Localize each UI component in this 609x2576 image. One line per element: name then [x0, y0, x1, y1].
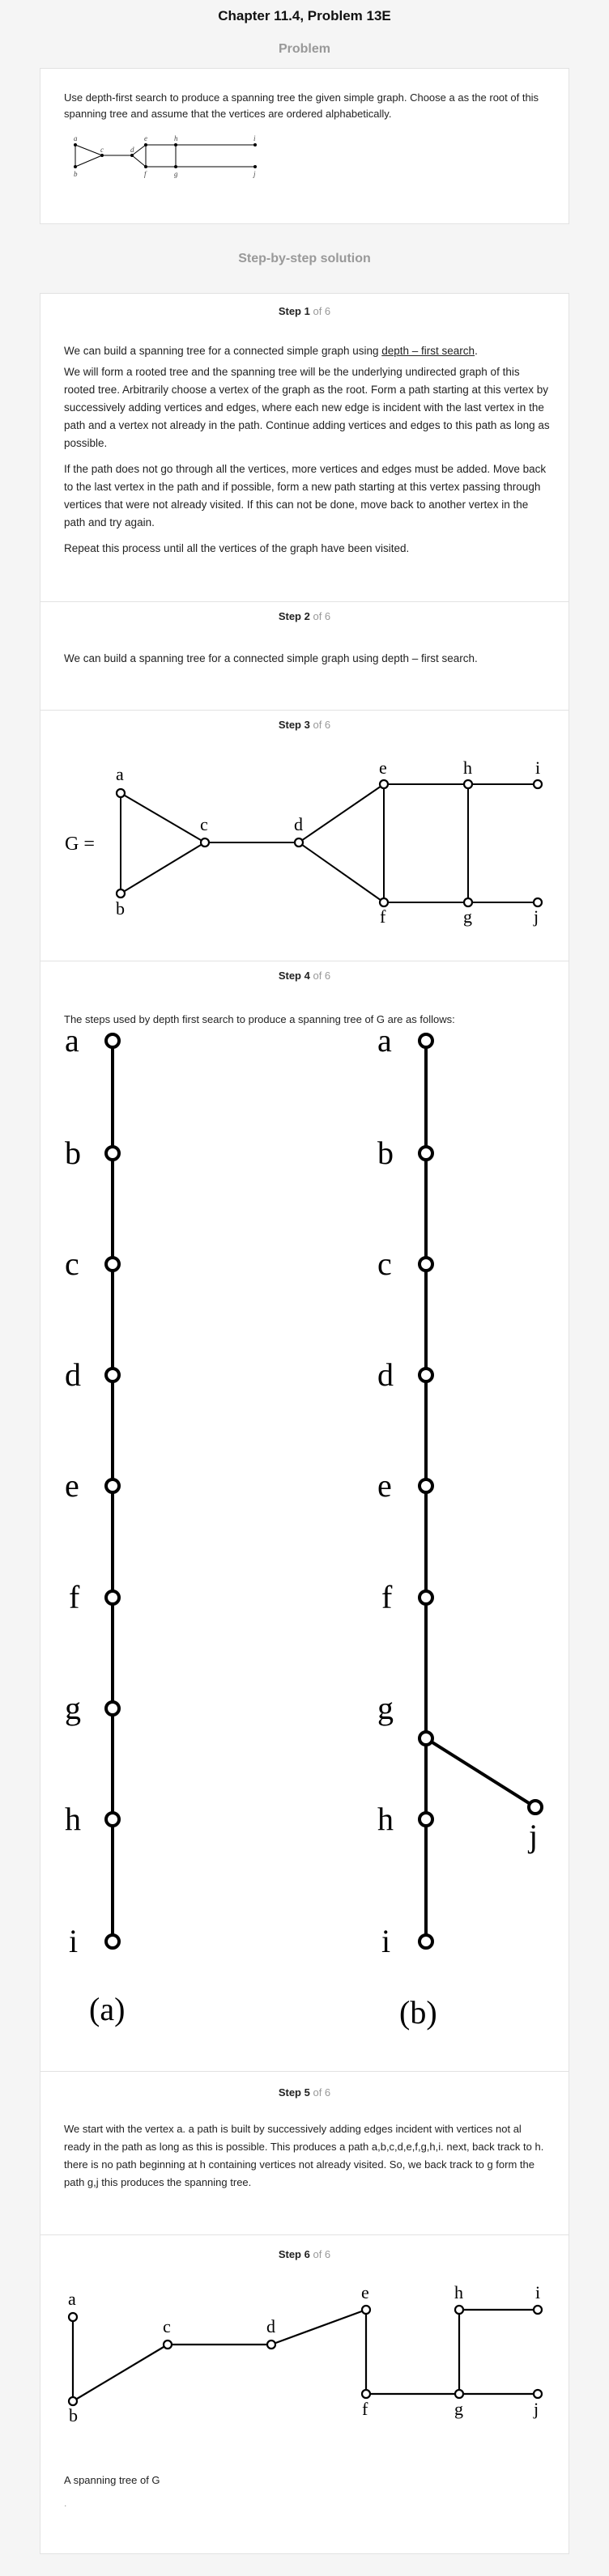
- vertex-label-h: h: [174, 134, 178, 142]
- step-1-paragraph-3: If the path does not go through all the …: [64, 463, 547, 528]
- caption-b: (b): [399, 1994, 437, 2031]
- trailing-period: .: [64, 2497, 67, 2509]
- step-6-card: Step 6 of 6 a b c d e f g h i j A spanni…: [40, 2235, 569, 2554]
- tree-b-label-e: e: [377, 1467, 392, 1504]
- vertex-label-e: e: [144, 134, 147, 142]
- tree-label-f: f: [362, 2399, 368, 2419]
- vertex-label-a: a: [74, 134, 78, 142]
- problem-section-title: Problem: [278, 42, 330, 56]
- tree-label-a: a: [68, 2289, 76, 2309]
- vertex-label-g: g: [174, 170, 178, 178]
- step-6-heading: Step 6 of 6: [278, 2248, 331, 2260]
- tree-a-label-i: i: [69, 1923, 78, 1959]
- tree-b-label-c: c: [377, 1246, 392, 1282]
- depth-first-search-link[interactable]: depth – first search: [381, 345, 475, 357]
- tree-b-label-f: f: [381, 1579, 393, 1615]
- tree-a-label-c: c: [65, 1246, 79, 1282]
- g-label-a: a: [116, 764, 124, 784]
- step-4-heading: Step 4 of 6: [278, 970, 331, 982]
- tree-a-label-b: b: [65, 1135, 81, 1171]
- tree-b-label-g: g: [377, 1690, 394, 1726]
- tree-a-label-h: h: [65, 1801, 81, 1837]
- problem-text: Use depth-first search to produce a span…: [64, 91, 539, 120]
- step-1-card: Step 1 of 6 We can build a spanning tree…: [40, 293, 569, 602]
- g-label-h: h: [463, 758, 472, 778]
- tree-b-label-j: j: [527, 1818, 538, 1854]
- tree-label-g: g: [454, 2399, 463, 2419]
- tree-b-label-i: i: [381, 1923, 390, 1959]
- step-1-paragraph-1: We can build a spanning tree for a conne…: [64, 345, 478, 357]
- step-3-card: Step 3 of 6 G = a b c d e f g h i j: [40, 711, 569, 961]
- tree-a-label-d: d: [65, 1356, 81, 1393]
- tree-label-h: h: [454, 2282, 463, 2302]
- tree-label-i: i: [535, 2282, 540, 2302]
- vertex-label-i: i: [253, 134, 256, 142]
- vertex-label-c: c: [100, 146, 104, 154]
- caption-a: (a): [89, 1991, 125, 2027]
- g-label-c: c: [200, 814, 208, 834]
- tree-label-d: d: [266, 2316, 275, 2336]
- tree-label-b: b: [69, 2405, 78, 2425]
- graph-name: G =: [65, 834, 95, 855]
- tree-b-label-a: a: [377, 1022, 392, 1059]
- step-4-card: Step 4 of 6 The steps used by depth firs…: [40, 961, 569, 2072]
- step-3-heading: Step 3 of 6: [278, 719, 331, 731]
- g-label-d: d: [294, 814, 303, 834]
- g-label-f: f: [380, 906, 386, 927]
- step-5-heading: Step 5 of 6: [278, 2086, 331, 2099]
- tree-label-j: j: [533, 2399, 539, 2419]
- spanning-tree-figure: a b c d e f g h i j: [67, 2282, 543, 2425]
- vertex-label-j: j: [253, 170, 256, 178]
- page-title: Chapter 11.4, Problem 13E: [218, 8, 391, 23]
- g-label-b: b: [116, 898, 125, 919]
- g-label-i: i: [535, 758, 540, 778]
- g-label-j: j: [533, 906, 539, 927]
- step-5-card: Step 5 of 6 We start with the vertex a. …: [40, 2072, 569, 2235]
- step-1-paragraph-4: Repeat this process until all the vertic…: [64, 542, 410, 554]
- tree-b-label-b: b: [377, 1135, 394, 1171]
- step-5-text: We start with the vertex a. a path is bu…: [64, 2123, 544, 2188]
- step-1-heading: Step 1 of 6: [278, 305, 331, 317]
- problem-graph: a b c d e f g h i j: [74, 134, 257, 178]
- dfs-steps-figure: a b c d e f g h i a b c d e f g h i j (a…: [65, 1022, 543, 2031]
- tree-label-e: e: [361, 2282, 369, 2302]
- vertex-label-b: b: [74, 170, 78, 178]
- tree-a-label-a: a: [65, 1022, 79, 1059]
- step-2-card: Step 2 of 6 We can build a spanning tree…: [40, 602, 569, 711]
- vertex-label-d: d: [130, 146, 134, 154]
- vertex-label-f: f: [144, 170, 147, 178]
- tree-label-c: c: [163, 2316, 171, 2336]
- problem-card: Use depth-first search to produce a span…: [40, 68, 569, 224]
- solution-section-title: Step-by-step solution: [238, 252, 371, 265]
- step-2-text: We can build a spanning tree for a conne…: [64, 652, 478, 664]
- tree-a-label-f: f: [69, 1579, 80, 1615]
- tree-b-label-d: d: [377, 1356, 394, 1393]
- g-label-g: g: [463, 906, 472, 927]
- g-label-e: e: [379, 758, 387, 778]
- tree-b-label-h: h: [377, 1801, 394, 1837]
- tree-a-label-e: e: [65, 1467, 79, 1504]
- step-1-paragraph-2: We will form a rooted tree and the spann…: [64, 366, 550, 449]
- step-4-text: The steps used by depth first search to …: [64, 1013, 455, 1025]
- step-2-heading: Step 2 of 6: [278, 610, 331, 622]
- graph-g: G = a b c d e f g h i j: [65, 758, 543, 927]
- spanning-tree-caption: A spanning tree of G: [64, 2474, 160, 2486]
- tree-a-label-g: g: [65, 1690, 81, 1726]
